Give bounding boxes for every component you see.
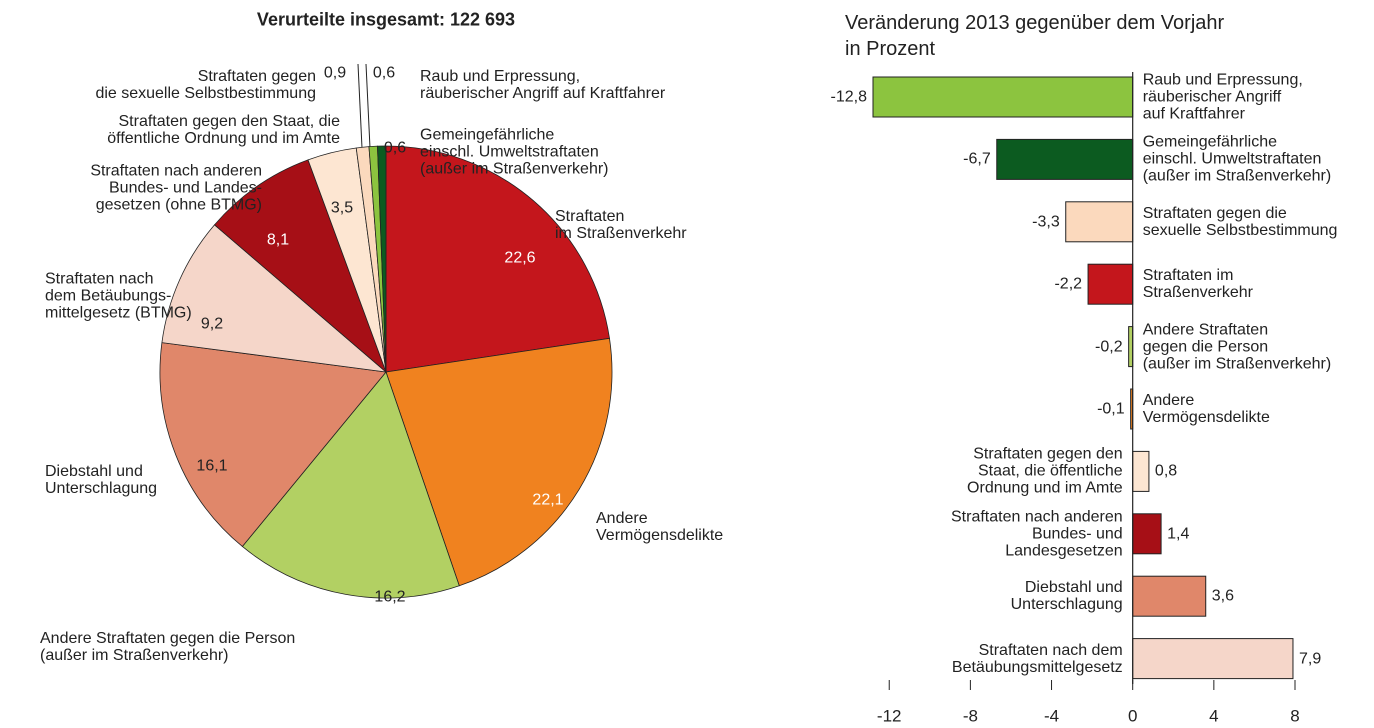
slice-value-label: 8,1 bbox=[266, 231, 290, 249]
bar-value-label: 7,9 bbox=[1298, 650, 1322, 668]
slice-value-label: 9,2 bbox=[200, 315, 224, 333]
bar-value-label: 1,4 bbox=[1167, 525, 1190, 543]
bar bbox=[1132, 450, 1150, 492]
slice-label: Straftaten gegen den Staat, die öffentli… bbox=[107, 113, 340, 147]
x-tick-label: -4 bbox=[1043, 706, 1060, 726]
slice-value-label: 22,6 bbox=[504, 249, 536, 267]
slice-value-label: 0,9 bbox=[323, 64, 347, 82]
bar-value-label: 3,6 bbox=[1211, 587, 1234, 605]
bar-value-label: -0,2 bbox=[1095, 338, 1123, 356]
bar-category-label: Andere Straftaten gegen die Person (auße… bbox=[1142, 321, 1332, 373]
bar-value-label: -0,1 bbox=[1097, 400, 1125, 418]
slice-value-label: 3,5 bbox=[330, 199, 354, 217]
slice-label: Straftaten gegen die sexuelle Selbstbest… bbox=[95, 68, 316, 102]
bar bbox=[872, 76, 1134, 118]
slice-value-label: 16,1 bbox=[196, 457, 228, 475]
pie-slice bbox=[161, 224, 388, 373]
pie-title: Verurteilte insgesamt: 122 693 bbox=[256, 9, 516, 30]
bar-title: Veränderung 2013 gegenüber dem Vorjahr i… bbox=[845, 12, 1225, 60]
bar bbox=[1132, 575, 1207, 617]
x-tick-label: -12 bbox=[876, 706, 902, 726]
bar-category-label: Gemeingefährliche einschl. Umweltstrafta… bbox=[1142, 133, 1332, 185]
bar-category-label: Diebstahl und Unterschlagung bbox=[1010, 579, 1123, 614]
bar-category-label: Straftaten gegen den Staat, die öffentli… bbox=[967, 445, 1123, 497]
slice-value-label: 22,1 bbox=[532, 491, 564, 509]
bar-value-label: -6,7 bbox=[963, 150, 991, 168]
bar bbox=[996, 138, 1134, 180]
slice-value-label: 0,6 bbox=[383, 139, 407, 157]
bar-category-label: Straftaten gegen die sexuelle Selbstbest… bbox=[1142, 204, 1338, 239]
slice-value-label: 0,6 bbox=[372, 64, 396, 82]
leader-line bbox=[357, 63, 363, 149]
x-tick-label: -8 bbox=[962, 706, 978, 726]
bar-category-label: Andere Vermögensdelikte bbox=[1142, 392, 1270, 426]
slice-label: Gemeingefährliche einschl. Umweltstrafta… bbox=[420, 126, 609, 178]
bar-category-label: Raub und Erpressung, räuberischer Angrif… bbox=[1142, 71, 1303, 123]
pie-slice bbox=[385, 145, 610, 373]
pie-slice bbox=[213, 159, 387, 374]
leader-line bbox=[365, 63, 371, 149]
bar-value-label: -12,8 bbox=[830, 88, 867, 106]
bar bbox=[1087, 263, 1134, 305]
bar-value-label: -3,3 bbox=[1032, 213, 1060, 231]
bar bbox=[1128, 326, 1134, 368]
pie-slice bbox=[385, 337, 613, 587]
bar-category-label: Straftaten nach anderen Bundes- und Land… bbox=[951, 508, 1123, 560]
bar-category-label: Straftaten nach dem Betäubungsmittelgese… bbox=[951, 641, 1123, 676]
x-tick-label: 4 bbox=[1209, 706, 1219, 726]
pie-slice bbox=[377, 145, 387, 373]
bar bbox=[1132, 513, 1162, 555]
slice-label: Raub und Erpressung, räuberischer Angrif… bbox=[420, 68, 666, 102]
slice-label: Andere Straftaten gegen die Person (auße… bbox=[40, 630, 296, 664]
bar-value-label: -2,2 bbox=[1054, 275, 1083, 293]
bar bbox=[1132, 638, 1294, 680]
slice-value-label: 16,2 bbox=[374, 588, 406, 606]
bar bbox=[1065, 201, 1134, 243]
slice-label: Straftaten nach anderen Bundes- und Land… bbox=[90, 162, 262, 214]
slice-label: Straftaten im Straßenverkehr bbox=[555, 208, 687, 242]
pie-slice bbox=[159, 342, 387, 548]
slice-label: Diebstahl und Unterschlagung bbox=[45, 463, 158, 497]
x-tick-label: 8 bbox=[1290, 706, 1300, 726]
bar-category-label: Straftaten im Straßenverkehr bbox=[1142, 267, 1253, 302]
slice-label: Straftaten nach dem Betäubungs- mittelge… bbox=[45, 270, 192, 322]
bar-value-label: 0,8 bbox=[1154, 462, 1178, 480]
slice-label: Andere Vermögensdelikte bbox=[596, 510, 724, 544]
pie-slice bbox=[241, 371, 460, 599]
x-tick-label: 0 bbox=[1127, 706, 1138, 726]
